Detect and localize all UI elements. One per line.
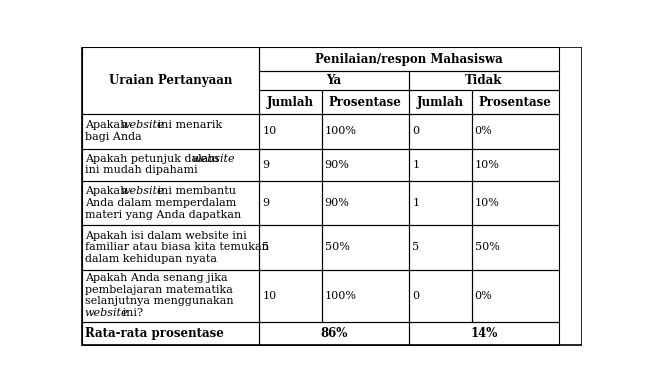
Text: 5: 5 <box>412 242 419 252</box>
Bar <box>322 149 409 181</box>
Text: 50%: 50% <box>325 242 349 252</box>
Text: Ya: Ya <box>327 74 342 87</box>
Bar <box>322 90 409 114</box>
Bar <box>409 322 559 345</box>
Text: 5: 5 <box>262 242 269 252</box>
Bar <box>82 225 259 270</box>
Text: Prosentase: Prosentase <box>479 96 552 109</box>
Text: Jumlah: Jumlah <box>267 96 314 109</box>
Text: Tidak: Tidak <box>465 74 503 87</box>
Text: selanjutnya menggunakan: selanjutnya menggunakan <box>85 296 234 307</box>
Text: materi yang Anda dapatkan: materi yang Anda dapatkan <box>85 210 241 219</box>
Text: website: website <box>192 154 235 164</box>
Bar <box>322 225 409 270</box>
Bar <box>409 149 472 181</box>
Bar <box>259 225 322 270</box>
Text: 10: 10 <box>262 291 276 301</box>
Text: ini membantu: ini membantu <box>154 186 236 196</box>
Text: 1: 1 <box>412 159 419 170</box>
Bar <box>409 270 472 322</box>
Text: 0: 0 <box>412 126 419 136</box>
Bar <box>82 149 259 181</box>
Bar <box>472 149 559 181</box>
Text: website: website <box>120 186 164 196</box>
Text: 0: 0 <box>412 291 419 301</box>
Text: 50%: 50% <box>475 242 499 252</box>
Bar <box>259 149 322 181</box>
Text: 0%: 0% <box>475 291 492 301</box>
Bar <box>409 114 472 149</box>
Text: 1: 1 <box>412 198 419 208</box>
Bar <box>82 47 259 114</box>
Bar <box>472 114 559 149</box>
Text: Anda dalam memperdalam: Anda dalam memperdalam <box>85 198 236 208</box>
Bar <box>259 114 322 149</box>
Bar <box>259 270 322 322</box>
Bar <box>259 90 322 114</box>
Bar <box>82 322 259 345</box>
Bar <box>322 181 409 225</box>
Text: Apakah petunjuk dalam: Apakah petunjuk dalam <box>85 154 222 164</box>
Text: Penilaian/respon Mahasiswa: Penilaian/respon Mahasiswa <box>315 53 503 66</box>
Text: pembelajaran matematika: pembelajaran matematika <box>85 285 233 295</box>
Bar <box>472 90 559 114</box>
Text: Apakah: Apakah <box>85 121 131 130</box>
Text: 14%: 14% <box>470 327 498 340</box>
Text: 100%: 100% <box>325 126 356 136</box>
Text: 10%: 10% <box>475 159 499 170</box>
Text: familiar atau biasa kita temukan: familiar atau biasa kita temukan <box>85 242 269 252</box>
Bar <box>82 181 259 225</box>
Text: 10%: 10% <box>475 198 499 208</box>
Bar <box>472 181 559 225</box>
Bar <box>259 322 409 345</box>
Text: Apakah: Apakah <box>85 186 131 196</box>
Bar <box>259 71 409 90</box>
Text: 0%: 0% <box>475 126 492 136</box>
Text: 90%: 90% <box>325 198 349 208</box>
Bar <box>409 71 559 90</box>
Bar <box>409 181 472 225</box>
Bar <box>259 47 559 71</box>
Text: 9: 9 <box>262 198 269 208</box>
Text: Jumlah: Jumlah <box>417 96 464 109</box>
Text: 9: 9 <box>262 159 269 170</box>
Text: ini menarik: ini menarik <box>154 121 223 130</box>
Text: 100%: 100% <box>325 291 356 301</box>
Bar <box>322 114 409 149</box>
Bar <box>259 181 322 225</box>
Bar <box>472 225 559 270</box>
Text: Rata-rata prosentase: Rata-rata prosentase <box>85 327 224 340</box>
Text: Apakah Anda senang jika: Apakah Anda senang jika <box>85 273 227 284</box>
Bar <box>322 270 409 322</box>
Bar <box>472 270 559 322</box>
Text: 90%: 90% <box>325 159 349 170</box>
Bar <box>82 270 259 322</box>
Text: website: website <box>120 121 164 130</box>
Text: 86%: 86% <box>320 327 348 340</box>
Text: ini?: ini? <box>118 308 142 318</box>
Bar <box>409 90 472 114</box>
Text: ini mudah dipahami: ini mudah dipahami <box>85 165 197 175</box>
Text: Apakah isi dalam website ini: Apakah isi dalam website ini <box>85 231 247 241</box>
Text: Uraian Pertanyaan: Uraian Pertanyaan <box>109 74 232 87</box>
Text: website: website <box>85 308 128 318</box>
Bar <box>82 114 259 149</box>
Bar <box>409 225 472 270</box>
Text: dalam kehidupan nyata: dalam kehidupan nyata <box>85 254 217 264</box>
Text: Prosentase: Prosentase <box>329 96 402 109</box>
Text: 10: 10 <box>262 126 276 136</box>
Text: bagi Anda: bagi Anda <box>85 132 142 142</box>
